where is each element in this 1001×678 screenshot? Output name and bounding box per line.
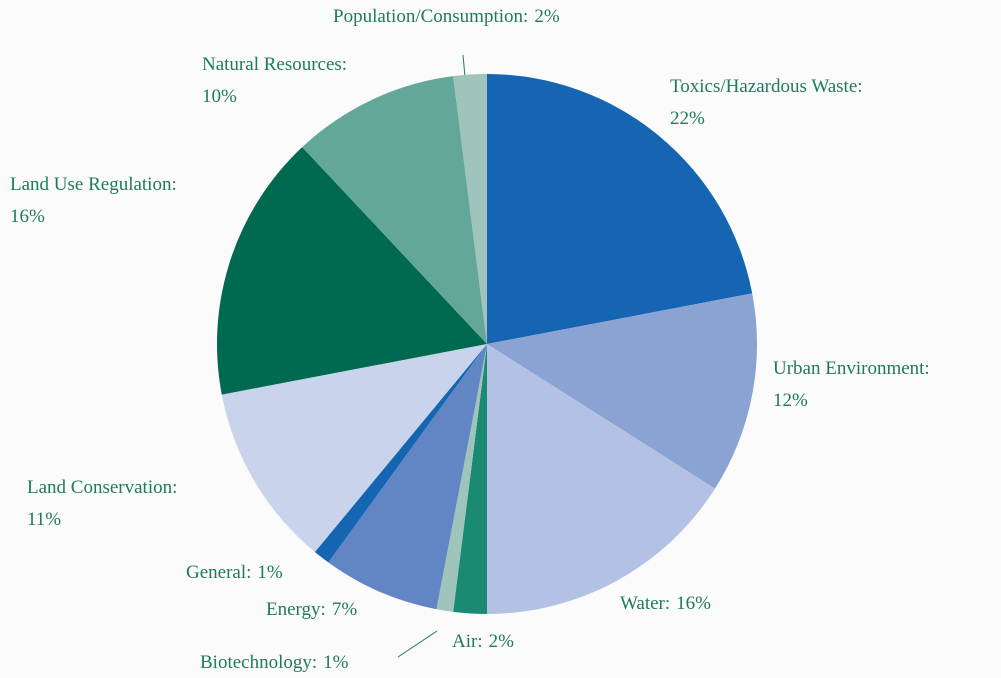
pie-slice xyxy=(487,344,715,614)
slice-value: 2% xyxy=(489,631,515,652)
slice-name: General: xyxy=(186,562,251,583)
slice-value: 7% xyxy=(332,599,358,620)
slice-value: 16% xyxy=(676,593,711,614)
pie-slice xyxy=(453,74,487,344)
slice-label: Toxics/Hazardous Waste: 22% xyxy=(670,76,863,129)
slice-name: Water: xyxy=(620,593,670,614)
slice-value: 1% xyxy=(323,652,349,673)
slice-name: Urban Environment: xyxy=(773,358,930,379)
slice-name: Air: xyxy=(452,631,483,652)
slice-label: Land Conservation: 11% xyxy=(27,477,177,530)
slice-value: 1% xyxy=(257,562,283,583)
pie-slice xyxy=(302,76,487,344)
slice-name: Land Use Regulation: xyxy=(10,174,177,195)
slice-name: Natural Resources: xyxy=(202,54,347,75)
slice-value: 11% xyxy=(27,509,61,530)
slice-value: 22% xyxy=(670,108,705,129)
leader-line xyxy=(397,630,438,658)
pie-slice xyxy=(328,344,487,610)
slice-label: Urban Environment: 12% xyxy=(773,358,930,411)
slice-value: 16% xyxy=(10,206,45,227)
slice-label: Population/Consumption: 2% xyxy=(333,6,560,27)
pie-slice xyxy=(487,293,757,489)
pie-slice xyxy=(453,344,487,614)
slice-name: Land Conservation: xyxy=(27,477,177,498)
slice-label: Water: 16% xyxy=(620,593,711,614)
slice-name: Energy: xyxy=(266,599,326,620)
slice-value: 10% xyxy=(202,86,237,107)
slice-name: Biotechnology: xyxy=(200,652,317,673)
slice-label: Air: 2% xyxy=(452,631,514,652)
slice-value: 12% xyxy=(773,390,808,411)
pie-slice xyxy=(314,344,487,563)
slice-name: Population/Consumption: xyxy=(333,6,528,27)
slice-label: Land Use Regulation: 16% xyxy=(10,174,177,227)
slice-label: General: 1% xyxy=(186,562,283,583)
pie-slice xyxy=(436,344,487,612)
slice-value: 2% xyxy=(534,6,560,27)
pie-slice xyxy=(217,147,487,395)
slice-label: Biotechnology: 1% xyxy=(200,652,349,673)
pie-slice xyxy=(221,344,487,553)
slice-label: Energy: 7% xyxy=(266,599,357,620)
slice-name: Toxics/Hazardous Waste: xyxy=(670,76,863,97)
slice-label: Natural Resources: 10% xyxy=(202,54,347,107)
pie-slice xyxy=(487,74,753,344)
